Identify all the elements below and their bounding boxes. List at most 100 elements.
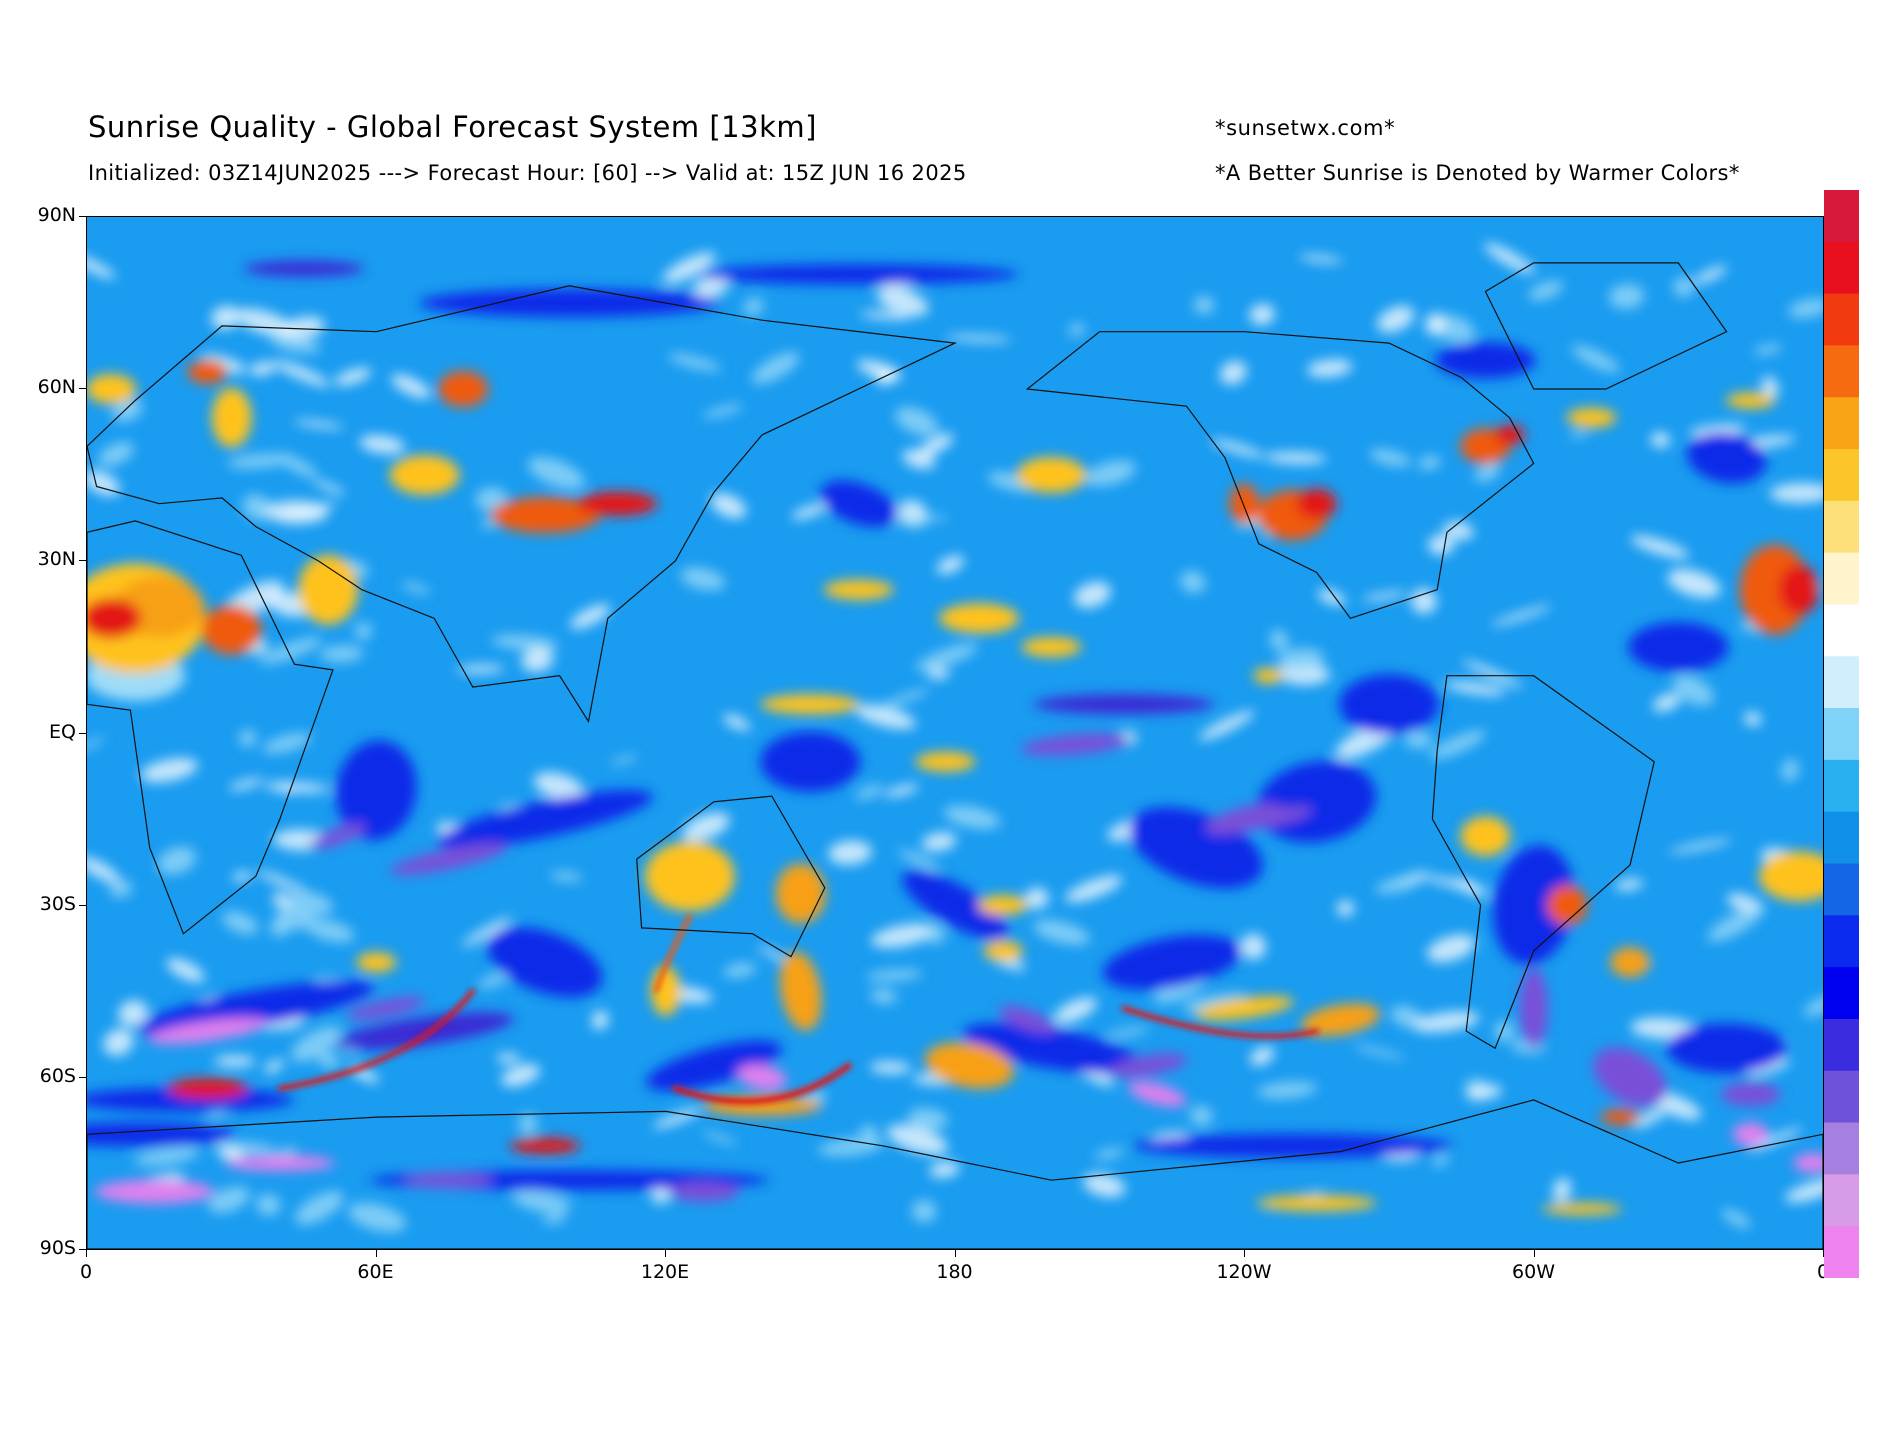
field-patch	[402, 581, 430, 595]
field-patch	[218, 1147, 244, 1160]
field-patch	[213, 1055, 256, 1067]
field-patch	[391, 374, 431, 399]
field-patch	[313, 480, 346, 495]
coastline	[1431, 675, 1655, 1050]
field-patch	[987, 471, 1037, 492]
lat-tick	[79, 560, 86, 562]
field-patch	[875, 368, 897, 385]
field-patch	[680, 567, 726, 591]
lat-label: 90N	[37, 204, 76, 226]
field-patch	[103, 1028, 134, 1056]
lat-label: 60N	[37, 376, 76, 399]
lon-tick	[665, 1250, 666, 1257]
field-patch	[1424, 313, 1446, 336]
field-patch	[1024, 887, 1049, 910]
field-patch	[1673, 276, 1694, 298]
field-patch	[936, 555, 964, 575]
field-patch	[710, 492, 747, 519]
lon-label: 60E	[357, 1261, 394, 1283]
colorbar-segment	[1824, 345, 1859, 399]
field-patch	[346, 996, 426, 1020]
field-patch	[1672, 675, 1715, 706]
colorbar-segment	[1824, 604, 1859, 658]
field-patch	[256, 1194, 281, 1216]
field-patch	[1362, 591, 1407, 601]
field-patch	[939, 603, 1020, 634]
field-patch	[855, 784, 884, 800]
field-patch	[998, 1005, 1056, 1034]
lon-tick	[954, 1250, 956, 1257]
field-patch	[1432, 1153, 1449, 1167]
field-patch	[118, 1000, 148, 1027]
field-patch	[760, 731, 861, 792]
field-patch	[269, 918, 290, 937]
field-band	[672, 1062, 852, 1105]
field-patch	[1761, 376, 1779, 399]
field-patch	[232, 871, 253, 882]
field-patch	[737, 1064, 787, 1090]
field-patch	[533, 772, 584, 801]
field-patch	[239, 729, 257, 747]
field-patch	[1686, 432, 1767, 484]
lon-label: 0	[79, 1261, 93, 1283]
field-patch	[211, 387, 252, 448]
field-patch	[925, 924, 945, 944]
field-patch	[1016, 457, 1087, 493]
field-patch	[140, 758, 199, 783]
field-patch	[865, 969, 923, 982]
field-patch	[1377, 305, 1415, 333]
field-patch	[869, 1061, 911, 1074]
lon-tick	[375, 1250, 377, 1257]
field-patch	[779, 951, 822, 1031]
field-patch	[1336, 900, 1355, 917]
sunrise-quality-field	[87, 217, 1823, 1249]
field-patch	[87, 1122, 236, 1147]
field-patch	[1769, 483, 1823, 503]
lon-label: 120W	[1216, 1261, 1272, 1283]
lon-label: 180	[936, 1261, 973, 1283]
field-patch	[438, 371, 489, 407]
field-patch	[1210, 439, 1265, 458]
field-patch	[491, 634, 559, 651]
field-patch	[1306, 359, 1353, 378]
field-patch	[859, 1125, 878, 1140]
field-patch	[87, 470, 121, 496]
lat-label: 30S	[39, 892, 76, 915]
field-patch	[1788, 298, 1823, 319]
field-patch	[1541, 1202, 1622, 1215]
field-patch	[87, 374, 137, 404]
field-patch	[1667, 568, 1721, 599]
field-patch	[701, 1131, 738, 1145]
colorbar-segment	[1824, 863, 1859, 917]
field-patch	[211, 305, 240, 330]
field-patch	[945, 335, 1012, 342]
field-patch	[94, 1179, 215, 1204]
field-patch	[1462, 660, 1523, 688]
field-patch	[1732, 1122, 1769, 1147]
coastline	[636, 795, 826, 958]
field-patch	[1803, 995, 1823, 1017]
field-patch	[1748, 1127, 1803, 1152]
field-patch	[911, 1199, 937, 1223]
field-patch	[978, 895, 1029, 915]
field-patch	[1652, 693, 1681, 712]
field-patch	[902, 449, 936, 469]
field-patch	[1413, 1011, 1480, 1033]
field-patch	[1474, 462, 1501, 483]
field-patch	[228, 778, 264, 791]
field-patch	[1793, 1153, 1823, 1173]
field-patch	[1094, 1148, 1124, 1160]
colorbar-segment	[1824, 811, 1859, 865]
field-patch	[224, 1155, 335, 1171]
field-patch	[259, 637, 322, 665]
field-patch	[722, 962, 757, 978]
field-patch	[1666, 1023, 1787, 1074]
field-patch	[983, 940, 1024, 961]
field-patch	[1784, 1178, 1823, 1203]
field-patch	[1108, 1053, 1188, 1078]
field-patch	[1084, 460, 1137, 487]
field-patch	[1443, 521, 1474, 540]
colorbar-segment	[1824, 759, 1859, 813]
colorbar-segment	[1824, 708, 1859, 761]
field-patch	[828, 840, 872, 865]
